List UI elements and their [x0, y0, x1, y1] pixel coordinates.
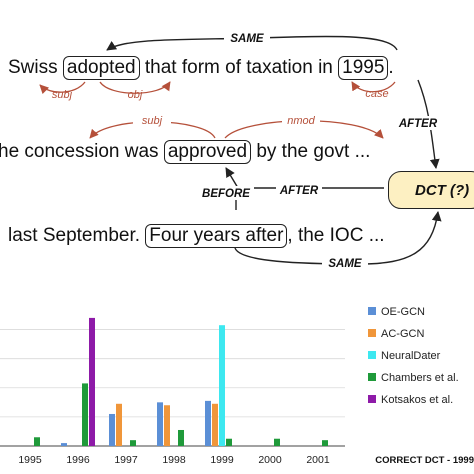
dct-node: DCT (?) [388, 171, 474, 209]
time-four-years-after: Four years after [145, 224, 288, 248]
bar-chambers-et-al--1996 [82, 383, 88, 446]
dct-label: DCT (?) [415, 181, 470, 199]
case-label: case [365, 88, 388, 100]
x-tick-label: 1999 [210, 454, 234, 466]
bar-oe-gcn-1996 [61, 443, 67, 446]
x-tick-label: 1998 [162, 454, 186, 466]
chart-grid [0, 329, 345, 447]
after1-label: AFTER [398, 118, 438, 130]
bar-chambers-et-al--2001 [322, 440, 328, 446]
legend-swatch [368, 307, 376, 315]
s1-mid: that form of taxation in [139, 57, 339, 78]
same-top-label: SAME [230, 33, 264, 45]
chart-bars [34, 317, 328, 446]
legend-swatch [368, 373, 376, 381]
bar-oe-gcn-1997 [109, 413, 115, 446]
bar-chambers-et-al--1995 [34, 437, 40, 446]
legend-swatch [368, 351, 376, 359]
bar-chambers-et-al--1998 [178, 429, 184, 446]
legend-label: Chambers et al. [381, 372, 459, 384]
bar-chambers-et-al--1997 [130, 440, 136, 446]
legend-swatch [368, 395, 376, 403]
x-tick-label: 2001 [306, 454, 330, 466]
bar-neuraldater-1999 [219, 325, 225, 446]
case-arrow [351, 81, 396, 93]
after2-label: AFTER [279, 185, 319, 197]
sentence-2: he concession was approved by the govt .… [0, 140, 370, 164]
nmod-label: nmod [287, 115, 315, 127]
legend-label: NeuralDater [381, 350, 441, 362]
legend-swatch [368, 329, 376, 337]
x-tick-label: 1997 [114, 454, 138, 466]
legend-label: OE-GCN [381, 306, 425, 318]
x-tick-label: 1995 [18, 454, 42, 466]
obj1-label: obj [128, 89, 143, 101]
bar-oe-gcn-1999 [205, 400, 211, 446]
bar-ac-gcn-1998 [164, 405, 170, 446]
before-label: BEFORE [202, 188, 250, 200]
subj2-label: subj [142, 115, 163, 127]
bar-oe-gcn-1998 [157, 402, 163, 446]
legend-label: Kotsakos et al. [381, 394, 453, 406]
s2-post: by the govt ... [251, 141, 371, 162]
s1-pre: Swiss [8, 57, 63, 78]
correct-dct-annotation: CORRECT DCT - 1999 [375, 455, 474, 466]
event-adopted: adopted [62, 56, 140, 80]
sentence-3: last September. Four years after, the IO… [8, 224, 385, 248]
bar-chart: 1995 1996 1997 1998 1999 2000 2001 OE-GCN AC-GC… [0, 306, 474, 466]
chart-legend: OE-GCN AC-GCN NeuralDater Chambers et al. Ko… [368, 306, 459, 406]
bar-ac-gcn-1997 [116, 403, 122, 446]
s3-pre: last September. [8, 225, 146, 246]
s1-post: . [388, 57, 394, 78]
chart-x-ticks: 1995 1996 1997 1998 1999 2000 2001 [18, 454, 330, 466]
legend-label: AC-GCN [381, 328, 424, 340]
s3-post: , the IOC ... [287, 225, 385, 246]
relation-arrows: SAME subj obj case AFTER subj nmod BEFOR… [39, 31, 442, 270]
obj1-arrow [99, 81, 171, 94]
same-bottom-label: SAME [328, 258, 362, 270]
x-tick-label: 1996 [66, 454, 90, 466]
event-approved: approved [163, 140, 252, 164]
bar-chambers-et-al--2000 [274, 438, 280, 446]
bar-ac-gcn-1999 [212, 403, 218, 446]
bar-kotsakos-et-al--1996 [89, 317, 95, 446]
sentence-1: Swiss adopted that form of taxation in 1… [8, 56, 394, 80]
subj1-label: subj [52, 89, 73, 101]
s2-pre: he concession was [0, 141, 164, 162]
time-1995: 1995 [338, 56, 389, 80]
bar-chambers-et-al--1999 [226, 438, 232, 446]
subj1-arrow [39, 81, 86, 95]
x-tick-label: 2000 [258, 454, 282, 466]
